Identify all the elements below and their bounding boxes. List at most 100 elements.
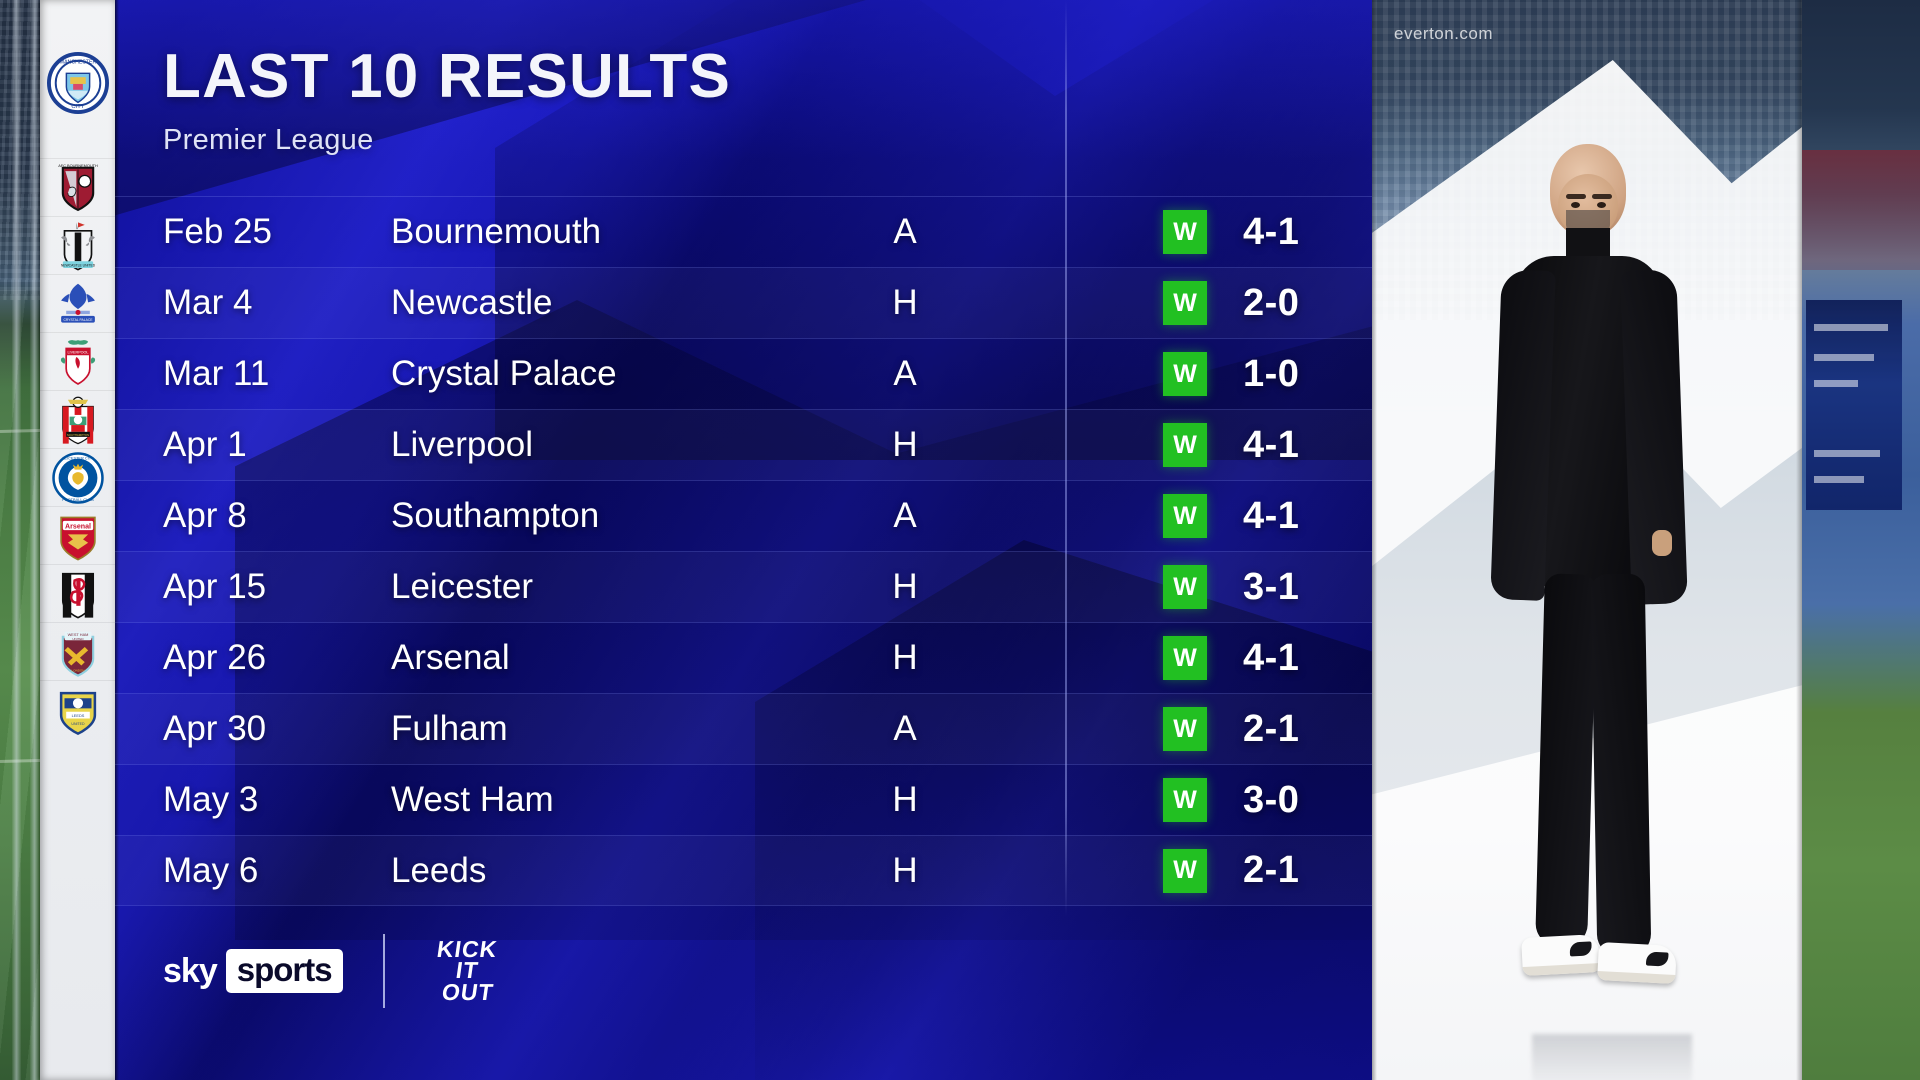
match-score: 3-0 bbox=[1243, 778, 1300, 821]
svg-text:LIVERPOOL: LIVERPOOL bbox=[67, 350, 88, 354]
results-panel: LAST 10 RESULTS Premier League Feb 25 Bou… bbox=[115, 0, 1372, 1080]
table-row[interactable]: Apr 26 Arsenal H W 4-1 bbox=[115, 622, 1372, 693]
table-row[interactable]: Mar 11 Crystal Palace A W 1-0 bbox=[115, 338, 1372, 409]
presenter-brow bbox=[1592, 194, 1612, 199]
page-title: LAST 10 RESULTS bbox=[163, 42, 732, 111]
page-subtitle: Premier League bbox=[163, 124, 374, 156]
match-opponent: Liverpool bbox=[391, 425, 534, 464]
match-date: Feb 25 bbox=[163, 212, 272, 251]
match-opponent: Crystal Palace bbox=[391, 354, 617, 393]
presenter-leg-right bbox=[1590, 573, 1652, 957]
match-date: Apr 30 bbox=[163, 709, 267, 748]
presenter-shoe-right bbox=[1597, 941, 1677, 985]
manchester-city-crest: MANCHESTER CITY bbox=[46, 52, 109, 114]
column-divider bbox=[1065, 0, 1067, 916]
leeds-united-crest: LEEDS UNITED bbox=[51, 683, 105, 737]
match-opponent: Leeds bbox=[391, 850, 487, 890]
sidebar-crest-cell[interactable]: Arsenal bbox=[40, 506, 115, 564]
sidebar-crest-cell[interactable]: SOUTHAMPTON bbox=[40, 390, 115, 448]
sidebar-crest-cell[interactable]: WEST HAM UNITED LONDON bbox=[40, 622, 115, 680]
match-score: 2-0 bbox=[1243, 281, 1300, 324]
presenter-panel-right-edge bbox=[1796, 0, 1802, 1080]
table-row[interactable]: Feb 25 Bournemouth A W 4-1 bbox=[115, 196, 1372, 267]
match-score: 4-1 bbox=[1243, 494, 1300, 537]
win-badge: W bbox=[1163, 494, 1207, 538]
win-badge: W bbox=[1163, 565, 1207, 609]
table-row[interactable]: May 3 West Ham H W 3-0 bbox=[115, 764, 1372, 835]
win-badge: W bbox=[1163, 352, 1207, 396]
match-venue: A bbox=[893, 354, 917, 393]
table-row[interactable]: May 6 Leeds H W 2-1 bbox=[115, 835, 1372, 906]
match-date: Apr 26 bbox=[163, 638, 267, 677]
svg-text:AFC BOURNEMOUTH: AFC BOURNEMOUTH bbox=[58, 162, 98, 167]
sidebar-crest-cell[interactable]: AFC BOURNEMOUTH bbox=[40, 158, 115, 216]
stadium-stanchion bbox=[12, 0, 21, 1080]
table-row[interactable]: Apr 1 Liverpool H W 4-1 bbox=[115, 409, 1372, 480]
match-opponent: West Ham bbox=[391, 780, 554, 819]
presenter-eye bbox=[1571, 202, 1580, 208]
presenter-coat-left bbox=[1490, 269, 1556, 601]
presenter-panel: everton.com bbox=[1372, 0, 1802, 1080]
match-venue: H bbox=[892, 283, 918, 322]
header: LAST 10 RESULTS Premier League bbox=[163, 46, 731, 157]
match-venue: H bbox=[892, 638, 918, 677]
match-date: Apr 1 bbox=[163, 425, 247, 464]
sidebar-crest-cell[interactable]: MANCHESTER CITY bbox=[40, 8, 115, 158]
sidebar-crest-cell[interactable]: LEEDS UNITED bbox=[40, 680, 115, 738]
match-date: Mar 11 bbox=[163, 354, 270, 393]
stadium-background-right bbox=[1800, 0, 1920, 1080]
match-venue: A bbox=[893, 709, 917, 748]
match-outcome-badge: W bbox=[1163, 352, 1207, 396]
west-ham-crest: WEST HAM UNITED LONDON bbox=[51, 625, 105, 679]
sky-sports-logo: sky sports bbox=[163, 949, 343, 993]
table-row[interactable]: Apr 8 Southampton A W 4-1 bbox=[115, 480, 1372, 551]
sidebar-crest-cell[interactable] bbox=[40, 564, 115, 622]
match-opponent: Newcastle bbox=[391, 283, 553, 322]
match-outcome-badge: W bbox=[1163, 494, 1207, 538]
svg-text:NEWCASTLE UNITED: NEWCASTLE UNITED bbox=[60, 263, 95, 267]
svg-text:FOOTBALL CLUB: FOOTBALL CLUB bbox=[62, 496, 94, 501]
match-opponent: Fulham bbox=[391, 709, 508, 748]
bournemouth-crest: AFC BOURNEMOUTH bbox=[51, 161, 105, 215]
match-date: May 3 bbox=[163, 780, 259, 819]
match-outcome-badge: W bbox=[1163, 281, 1207, 325]
win-badge: W bbox=[1163, 210, 1207, 254]
sidebar-crest-cell[interactable]: LEICESTER CITY FOOTBALL CLUB bbox=[40, 448, 115, 506]
presenter-coat-right bbox=[1620, 269, 1688, 605]
sky-logo-word: sky bbox=[163, 951, 218, 990]
table-row[interactable]: Apr 15 Leicester H W 3-1 bbox=[115, 551, 1372, 622]
table-row[interactable]: Mar 4 Newcastle H W 2-0 bbox=[115, 267, 1372, 338]
presenter-leg-left bbox=[1535, 573, 1597, 947]
advert-url-text: everton.com bbox=[1394, 24, 1494, 43]
match-score: 3-1 bbox=[1243, 565, 1300, 608]
win-badge: W bbox=[1163, 778, 1207, 822]
sidebar-crest-cell[interactable]: LIVERPOOL bbox=[40, 332, 115, 390]
win-badge: W bbox=[1163, 636, 1207, 680]
sidebar-crest-cell[interactable]: CRYSTAL PALACE bbox=[40, 274, 115, 332]
match-outcome-badge: W bbox=[1163, 778, 1207, 822]
match-outcome-badge: W bbox=[1163, 848, 1207, 893]
match-opponent: Southampton bbox=[391, 496, 600, 535]
match-score: 4-1 bbox=[1243, 210, 1300, 253]
floor-reflection bbox=[1532, 1034, 1692, 1080]
match-outcome-badge: W bbox=[1163, 210, 1207, 254]
presenter-eye bbox=[1597, 202, 1606, 208]
svg-text:UNITED: UNITED bbox=[71, 722, 85, 726]
table-row[interactable]: Apr 30 Fulham A W 2-1 bbox=[115, 693, 1372, 764]
match-date: Apr 15 bbox=[163, 567, 267, 606]
arsenal-crest: Arsenal bbox=[51, 509, 105, 563]
svg-text:SOUTHAMPTON: SOUTHAMPTON bbox=[66, 433, 88, 437]
liverpool-crest: LIVERPOOL bbox=[51, 335, 105, 389]
sidebar-crest-cell[interactable]: NEWCASTLE UNITED bbox=[40, 216, 115, 274]
match-score: 4-1 bbox=[1243, 423, 1300, 466]
svg-text:LONDON: LONDON bbox=[71, 668, 84, 672]
presenter-figure bbox=[1474, 144, 1700, 1080]
svg-text:WEST HAM: WEST HAM bbox=[67, 631, 88, 636]
match-score: 2-1 bbox=[1243, 707, 1300, 750]
match-venue: A bbox=[893, 212, 917, 251]
win-badge: W bbox=[1163, 848, 1207, 893]
presenter-brow bbox=[1566, 194, 1586, 199]
fulham-crest bbox=[51, 567, 105, 621]
match-outcome-badge: W bbox=[1163, 565, 1207, 609]
southampton-crest: SOUTHAMPTON bbox=[51, 393, 105, 447]
